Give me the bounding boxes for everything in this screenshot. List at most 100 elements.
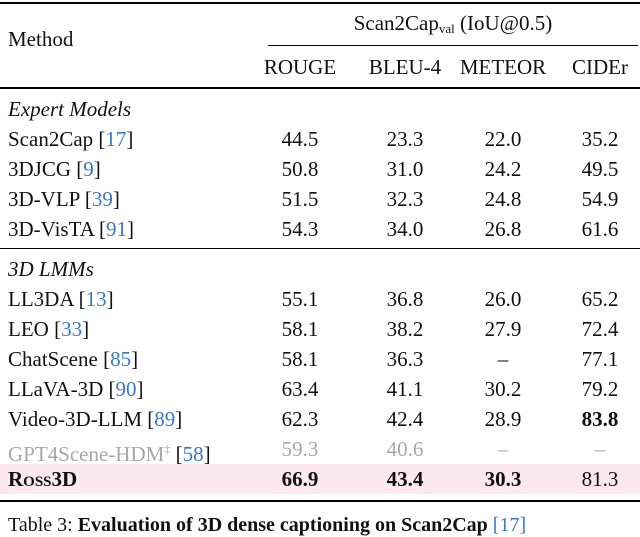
table-row: Scan2Cap [17] 44.5 23.3 22.0 35.2 <box>0 124 640 154</box>
method-label: Ross3D <box>8 467 78 491</box>
cell-value: 27.9 <box>484 317 522 341</box>
cell-value: 44.5 <box>281 127 319 151</box>
col-bleu4: BLEU-4 <box>368 55 442 79</box>
citation-link[interactable]: 58 <box>182 442 204 466</box>
section-title: 3D LMMs <box>8 257 94 281</box>
cell-value: 36.8 <box>386 287 424 311</box>
cell-value: 28.9 <box>484 407 522 431</box>
table-row: Video-3D-LLM [89] 62.3 42.4 28.9 83.8 <box>0 404 640 434</box>
cell-value: 43.4 <box>386 467 424 491</box>
cell-value: – <box>497 437 509 461</box>
header-rule <box>0 87 640 89</box>
cell-value: 41.1 <box>386 377 424 401</box>
caption-cite[interactable]: 17 <box>499 514 520 536</box>
method-name: GPT4Scene-HDM‡ [58] <box>8 442 211 466</box>
method-label: 3D-VisTA <box>8 217 94 241</box>
section-header: 3D LMMs <box>0 254 640 284</box>
cell-value: 50.8 <box>281 157 319 181</box>
method-name: 3D-VisTA [91] <box>8 217 134 241</box>
method-label: Video-3D-LLM <box>8 407 143 431</box>
bottom-rule <box>0 500 640 502</box>
cell-value: 24.8 <box>484 187 522 211</box>
section-header: Expert Models <box>0 94 640 124</box>
cell-value: 55.1 <box>281 287 319 311</box>
cell-value: – <box>497 347 509 371</box>
method-label: ChatScene <box>8 347 98 371</box>
table-row: LLaVA-3D [90] 63.4 41.1 30.2 79.2 <box>0 374 640 404</box>
cell-value: 62.3 <box>281 407 319 431</box>
cell-value: 42.4 <box>386 407 424 431</box>
section-title: Expert Models <box>8 97 132 121</box>
method-label: LL3DA <box>8 287 74 311</box>
section-rule <box>0 248 640 249</box>
cell-value: 34.0 <box>386 217 424 241</box>
table-row: ChatScene [85] 58.1 36.3 – 77.1 <box>0 344 640 374</box>
cell-value: 35.2 <box>581 127 619 151</box>
citation-link[interactable]: 17 <box>105 127 127 151</box>
caption: Table 3: Evaluation of 3D dense captioni… <box>8 514 527 536</box>
citation-link[interactable]: 39 <box>91 187 113 211</box>
method-name: LLaVA-3D [90] <box>8 377 144 401</box>
method-name: LL3DA [13] <box>8 287 114 311</box>
header-group: Scan2Capval (IoU@0.5) <box>268 8 638 44</box>
cell-value: 83.8 <box>581 407 619 431</box>
citation-link[interactable]: 85 <box>110 347 132 371</box>
citation-link[interactable]: 33 <box>61 317 83 341</box>
method-name: 3DJCG [9] <box>8 157 101 181</box>
cell-value: 22.0 <box>484 127 522 151</box>
method-label: 3DJCG <box>8 157 72 181</box>
method-name: Video-3D-LLM [89] <box>8 407 183 431</box>
cell-value: 66.9 <box>281 467 319 491</box>
cell-value: 58.1 <box>281 317 319 341</box>
cell-value: 30.2 <box>484 377 522 401</box>
method-label: 3D-VLP <box>8 187 80 211</box>
group-rule <box>268 45 638 46</box>
column-header-row: ROUGE BLEU-4 METEOR CIDEr <box>0 52 640 82</box>
citation-link[interactable]: 90 <box>115 377 137 401</box>
caption-text: Evaluation of 3D dense captioning on Sca… <box>77 514 488 536</box>
method-name: ChatScene [85] <box>8 347 139 371</box>
cell-value: 77.1 <box>581 347 619 371</box>
cell-value: 40.6 <box>386 437 424 461</box>
table-row: LL3DA [13] 55.1 36.8 26.0 65.2 <box>0 284 640 314</box>
cell-value: 26.0 <box>484 287 522 311</box>
cell-value: 79.2 <box>581 377 619 401</box>
cell-value: 24.2 <box>484 157 522 181</box>
cell-value: 26.8 <box>484 217 522 241</box>
citation-link[interactable]: 91 <box>105 217 127 241</box>
method-name: 3D-VLP [39] <box>8 187 120 211</box>
cell-value: 31.0 <box>386 157 424 181</box>
cell-value: 49.5 <box>581 157 619 181</box>
group-main: Scan2Cap <box>353 11 439 35</box>
table-row: LEO [33] 58.1 38.2 27.9 72.4 <box>0 314 640 344</box>
method-name: LEO [33] <box>8 317 90 341</box>
cell-value: 63.4 <box>281 377 319 401</box>
group-suffix: (IoU@0.5) <box>460 11 553 35</box>
citation-link[interactable]: 13 <box>85 287 107 311</box>
header-method: Method <box>8 27 74 51</box>
citation-link[interactable]: 89 <box>154 407 176 431</box>
cell-value: 23.3 <box>386 127 424 151</box>
table-row: Ross3D 66.9 43.4 30.3 81.3 <box>0 464 640 494</box>
group-sub: val <box>438 21 455 36</box>
cell-value: 72.4 <box>581 317 619 341</box>
col-rouge: ROUGE <box>263 55 337 79</box>
method-label: LEO <box>8 317 49 341</box>
col-meteor: METEOR <box>459 55 547 79</box>
cell-value: 58.1 <box>281 347 319 371</box>
cell-value: 65.2 <box>581 287 619 311</box>
table-row: 3D-VLP [39] 51.5 32.3 24.8 54.9 <box>0 184 640 214</box>
cell-value: 38.2 <box>386 317 424 341</box>
cell-value: 54.9 <box>581 187 619 211</box>
citation-link[interactable]: 9 <box>83 157 94 181</box>
method-name: Ross3D <box>8 464 77 494</box>
table-row: GPT4Scene-HDM‡ [58] 59.3 40.6 – – <box>0 434 640 466</box>
col-cider: CIDEr <box>572 55 628 79</box>
method-label: Scan2Cap <box>8 127 94 151</box>
cell-value: – <box>594 437 606 461</box>
cell-value: 81.3 <box>581 467 619 491</box>
method-name: Scan2Cap [17] <box>8 127 134 151</box>
method-label: LLaVA-3D <box>8 377 104 401</box>
cell-value: 61.6 <box>581 217 619 241</box>
method-sup: ‡ <box>164 442 171 456</box>
